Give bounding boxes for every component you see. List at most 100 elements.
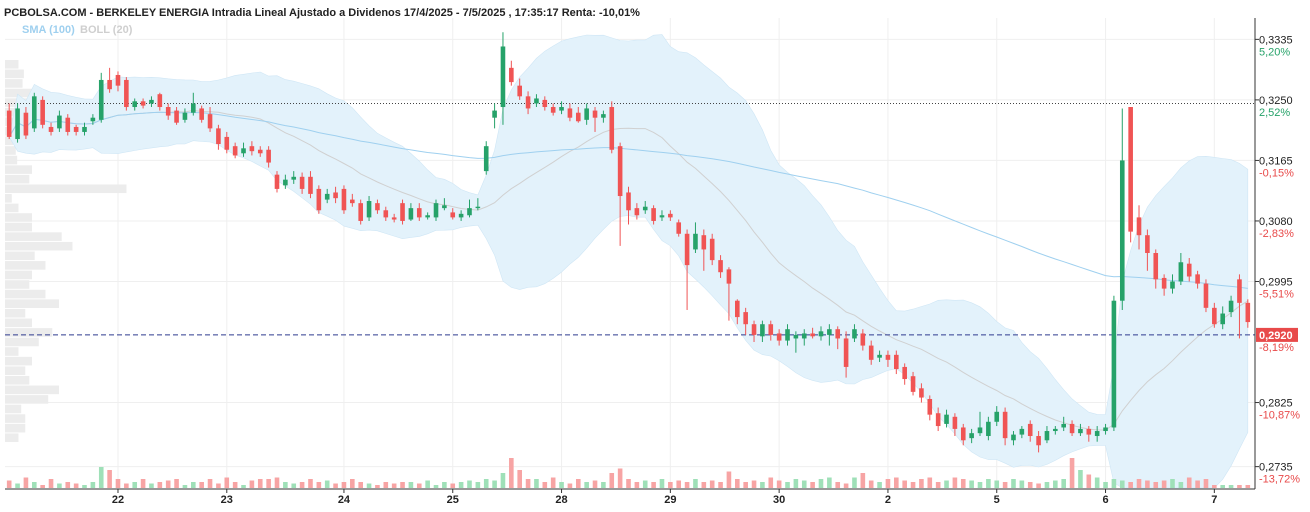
volume-bar <box>709 480 715 488</box>
candle-body <box>283 179 288 186</box>
y-tick-label: 0,3335 <box>1259 34 1293 46</box>
volume-bar <box>584 482 589 488</box>
volume-bar <box>894 477 899 488</box>
volume-bar <box>191 482 196 488</box>
candle-body <box>1237 279 1242 303</box>
candle-body <box>1061 423 1066 428</box>
volume-bar <box>1161 480 1167 488</box>
volume-bar <box>48 479 54 488</box>
candle-body <box>651 208 656 221</box>
last-price-marker: 0,2920 -8,19% <box>1256 327 1298 354</box>
volume-profile-bar <box>5 404 22 414</box>
volume-bar <box>567 483 573 488</box>
candle-body <box>642 206 648 211</box>
volume-bar <box>542 482 548 488</box>
candle-body <box>433 203 439 218</box>
volume-bar <box>492 480 497 488</box>
candle-body <box>1053 428 1058 432</box>
volume-bar <box>375 485 380 488</box>
volume-profile-bar <box>5 433 19 442</box>
volume-bar <box>1178 482 1184 488</box>
volume-profile-bar <box>5 60 19 69</box>
volume-bar <box>575 479 581 488</box>
volume-bar <box>458 482 464 488</box>
candle-body <box>885 354 891 360</box>
candle-body <box>1136 217 1142 236</box>
volume-bar <box>416 483 422 488</box>
candle-body <box>559 107 564 111</box>
candle-body <box>366 201 372 218</box>
volume-profile-bar <box>5 165 32 174</box>
candle-body <box>408 208 414 220</box>
candle-body <box>977 427 983 434</box>
volume-profile-bar <box>5 222 32 232</box>
volume-bar <box>1111 479 1117 488</box>
volume-bar <box>559 482 564 488</box>
candle-body <box>358 203 363 221</box>
x-tick-label: 28 <box>555 494 567 506</box>
candles <box>6 32 1251 453</box>
x-tick-label: 30 <box>773 494 785 506</box>
volume-bar <box>743 482 748 488</box>
volume-bar <box>1245 485 1251 488</box>
volume-profile-bar <box>5 184 127 194</box>
candle-body <box>743 312 748 325</box>
candle-body <box>458 213 464 218</box>
volume-profile-bar <box>5 308 26 318</box>
volume-profile-bar <box>5 251 35 261</box>
volume-bar <box>182 485 188 488</box>
candle-body <box>701 235 707 250</box>
volume-bar <box>626 479 631 488</box>
candle-body <box>107 79 112 90</box>
candle-body <box>90 117 96 122</box>
volume-bar <box>651 482 656 488</box>
volume-profile-bar <box>5 395 49 404</box>
candle-body <box>634 208 640 216</box>
candle-body <box>483 146 489 172</box>
candle-body <box>232 146 238 156</box>
volume-bar <box>1145 480 1150 488</box>
y-tick-label: 0,2825 <box>1259 398 1293 410</box>
candle-body <box>575 112 581 122</box>
candle-body <box>383 210 389 218</box>
candle-body <box>48 126 54 132</box>
candle-body <box>1245 302 1251 323</box>
volume-bar <box>768 477 774 488</box>
candle-body <box>57 115 62 129</box>
candle-body <box>6 110 12 137</box>
volume-bar <box>241 485 246 488</box>
volume-bar <box>350 479 355 488</box>
candle-body <box>1078 428 1083 434</box>
last-price-label: 0,2920 <box>1259 330 1293 342</box>
candle-body <box>341 188 347 211</box>
candle-body <box>1178 262 1184 282</box>
volume-profile-bar <box>5 337 39 347</box>
candle-body <box>442 205 447 209</box>
volume-bar <box>249 480 255 488</box>
volume-bar <box>977 482 983 488</box>
candle-body <box>1111 300 1117 428</box>
candle-body <box>1195 274 1200 284</box>
candle-body <box>425 215 430 218</box>
candle-body <box>1094 431 1100 437</box>
volume-bar <box>157 482 163 488</box>
candle-body <box>567 108 573 118</box>
candle-body <box>1161 277 1167 289</box>
volume-profile-bar <box>5 385 59 395</box>
candle-body <box>592 110 598 118</box>
volume-bar <box>550 477 556 488</box>
candle-body <box>534 98 539 104</box>
y-tick-percent: 5,20% <box>1259 46 1290 58</box>
volume-bar <box>400 482 405 488</box>
volume-bar <box>760 482 765 488</box>
volume-bar <box>291 483 297 488</box>
candle-body <box>65 117 71 132</box>
candle-body <box>902 366 907 380</box>
volume-bar <box>1078 470 1083 488</box>
volume-profile-bar <box>5 366 26 375</box>
volume-bar <box>308 479 313 488</box>
volume-bar <box>1027 482 1033 488</box>
volume-bar <box>592 480 598 488</box>
y-tick-percent: -0,15% <box>1259 167 1294 179</box>
